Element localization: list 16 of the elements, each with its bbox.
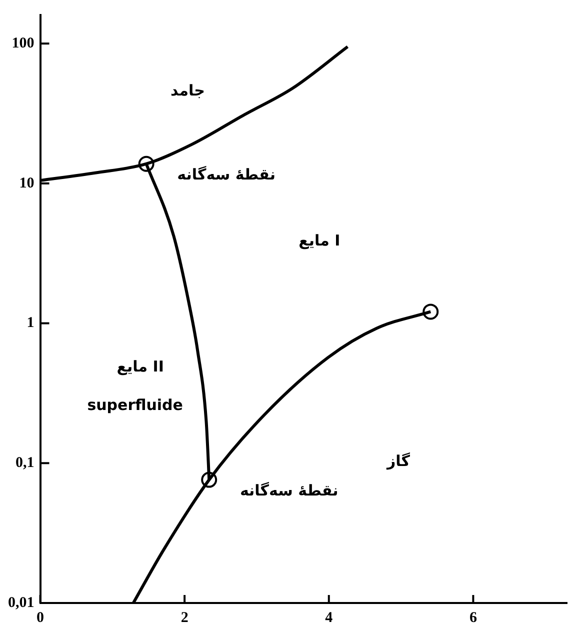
x-tick-label: 2 (180, 610, 188, 626)
x-tick-label: 4 (325, 610, 334, 626)
annotation: نقطهٔ سه‌گانه (240, 482, 338, 500)
annotation: نقطهٔ سه‌گانه (177, 166, 276, 184)
annotation: مایع II (116, 358, 164, 376)
y-tick-label: 0,01 (8, 594, 34, 611)
y-tick-label: 100 (12, 35, 34, 52)
x-tick-label: 6 (469, 610, 478, 626)
annotation: مایع I (298, 231, 340, 250)
y-tick-label: 1 (26, 315, 34, 332)
x-tick-label: 0 (36, 610, 44, 626)
annotation: superfluide (87, 396, 183, 414)
annotation: جامد (170, 81, 205, 100)
y-tick-label: 0,1 (16, 455, 34, 472)
annotation: گاز (386, 452, 410, 470)
y-tick-label: 10 (19, 175, 34, 192)
